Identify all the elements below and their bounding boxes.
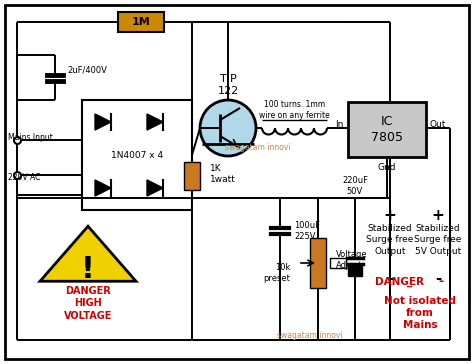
Bar (310, 238, 326, 288)
Text: 100 turns. 1mm
wire on any ferrite: 100 turns. 1mm wire on any ferrite (259, 100, 330, 120)
Text: 220V AC: 220V AC (8, 174, 40, 182)
Text: +: + (432, 209, 444, 223)
Text: DANGER: DANGER (375, 277, 425, 287)
Bar (118, 12, 164, 32)
Text: -: - (438, 276, 444, 289)
Text: swagatam innovi: swagatam innovi (277, 331, 343, 340)
Text: 1K
1watt: 1K 1watt (210, 164, 236, 184)
Text: Voltage
Adjust: Voltage Adjust (336, 250, 368, 270)
Text: 1M: 1M (132, 17, 150, 27)
Text: Stabilized
Surge free
5V Output: Stabilized Surge free 5V Output (414, 224, 462, 256)
Text: TIP
122: TIP 122 (218, 74, 238, 96)
Polygon shape (95, 114, 111, 130)
Text: 100uF
225V: 100uF 225V (294, 221, 320, 241)
Polygon shape (147, 114, 163, 130)
Text: Not isolated
from
Mains: Not isolated from Mains (384, 296, 456, 331)
Text: 10k
preset: 10k preset (263, 263, 290, 283)
Text: swagatam innovi: swagatam innovi (225, 143, 291, 153)
Polygon shape (147, 180, 163, 196)
Bar (82, 100, 192, 210)
Text: Gnd: Gnd (378, 162, 396, 171)
Text: 1N4007 x 4: 1N4007 x 4 (111, 150, 163, 159)
Bar (348, 102, 426, 157)
Text: 220uF
50V: 220uF 50V (342, 176, 368, 196)
Text: 2uF/400V: 2uF/400V (67, 66, 107, 75)
Text: Stabilized
Surge free
Output: Stabilized Surge free Output (366, 224, 414, 256)
Text: In: In (336, 120, 344, 129)
Bar (192, 198, 390, 340)
Bar (348, 266, 362, 276)
Polygon shape (95, 180, 111, 196)
Text: Out: Out (430, 120, 447, 129)
Text: -: - (435, 270, 441, 285)
Bar (184, 162, 200, 190)
Text: IC
7805: IC 7805 (371, 115, 403, 144)
Text: +: + (383, 209, 396, 223)
Circle shape (200, 100, 256, 156)
Text: DANGER
HIGH
VOLTAGE: DANGER HIGH VOLTAGE (64, 286, 112, 321)
Text: _: _ (407, 277, 413, 287)
Bar (330, 258, 346, 268)
Text: Mains Input: Mains Input (8, 134, 53, 142)
Polygon shape (40, 226, 136, 281)
Text: -: - (387, 270, 393, 285)
Text: !: ! (81, 256, 95, 285)
